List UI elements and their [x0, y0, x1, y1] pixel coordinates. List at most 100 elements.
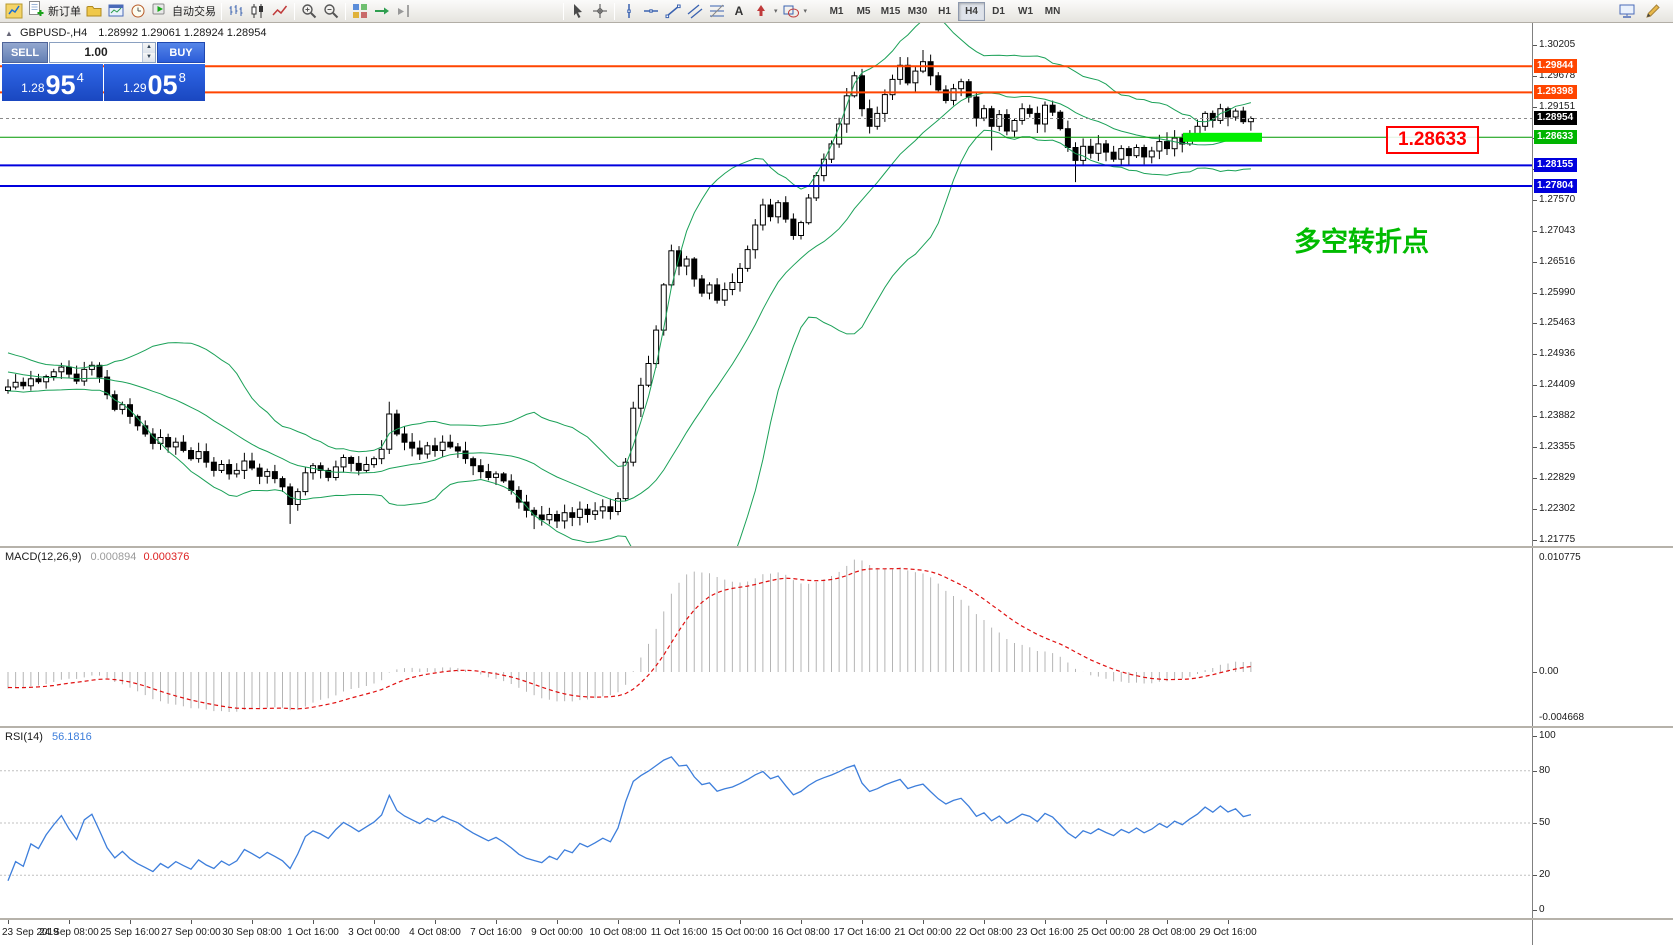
macd-canvas[interactable] — [0, 548, 1532, 726]
rsi-canvas[interactable] — [0, 728, 1532, 918]
rsi-panel[interactable]: RSI(14) 56.1816 — [0, 728, 1532, 918]
timeframe-d1-button[interactable]: D1 — [992, 5, 1005, 17]
crosshair-icon[interactable] — [589, 1, 611, 22]
price-tick-label: 1.29151 — [1539, 100, 1576, 112]
fibonacci-icon[interactable] — [706, 1, 728, 22]
main-chart-panel[interactable]: ▲ GBPUSD-,H4 1.28992 1.29061 1.28924 1.2… — [0, 23, 1532, 546]
rsi-axis-label: 50 — [1539, 817, 1551, 828]
price-tick-label: 1.30205 — [1539, 39, 1576, 50]
collapse-panel-icon[interactable]: ▲ — [5, 29, 13, 38]
timeframe-mn-button[interactable]: MN — [1044, 5, 1061, 17]
profiles-icon[interactable] — [83, 1, 105, 22]
price-tick-mark — [1533, 75, 1537, 77]
price-tick-mark — [1533, 385, 1537, 387]
panel-separator[interactable] — [0, 546, 1673, 548]
price-tick-mark — [1533, 106, 1537, 108]
chart-title: ▲ GBPUSD-,H4 1.28992 1.29061 1.28924 1.2… — [5, 27, 267, 39]
panel-separator[interactable] — [0, 726, 1673, 728]
time-tick-mark — [130, 920, 131, 924]
zoom-in-icon[interactable] — [298, 1, 320, 22]
price-chart-canvas[interactable] — [0, 23, 1532, 546]
time-tick-mark — [1228, 920, 1229, 924]
charts-window-icon[interactable] — [105, 1, 127, 22]
time-tick-mark — [191, 920, 192, 924]
time-axis-label: 28 Oct 08:00 — [1138, 927, 1196, 938]
time-axis-label: 16 Oct 08:00 — [772, 927, 830, 938]
dropdown-icon[interactable]: ▾ — [803, 8, 808, 15]
time-axis-label: 21 Oct 00:00 — [894, 927, 952, 938]
time-tick-mark — [496, 920, 497, 924]
auto-scroll-icon[interactable] — [371, 1, 393, 22]
volume-input[interactable]: 1.00 ▲ ▼ — [49, 42, 156, 63]
price-tick-mark — [1533, 45, 1537, 46]
toolbar-separator — [294, 2, 295, 20]
bar-chart-icon[interactable] — [225, 1, 247, 22]
candlestick-chart-icon[interactable] — [247, 1, 269, 22]
macd-panel[interactable]: MACD(12,26,9) 0.000894 0.000376 — [0, 548, 1532, 726]
time-tick-mark — [618, 920, 619, 924]
time-tick-mark — [923, 920, 924, 924]
buy-price-small: 1.29 — [123, 81, 147, 95]
macd-header: MACD(12,26,9) 0.000894 0.000376 — [5, 551, 189, 563]
sell-price-sup: 4 — [76, 70, 84, 85]
new-order-button[interactable]: 新订单 — [25, 0, 83, 22]
time-tick-mark — [374, 920, 375, 924]
volume-decrease-button[interactable]: ▼ — [143, 52, 155, 62]
timeframe-h1-button[interactable]: H1 — [938, 5, 951, 17]
macd-signal-value: 0.000376 — [143, 551, 190, 563]
text-tool-icon[interactable]: A — [728, 1, 750, 22]
panel-separator[interactable] — [0, 918, 1673, 920]
time-axis-label: 1 Oct 16:00 — [287, 927, 339, 938]
timeframe-m30-button[interactable]: M30 — [907, 5, 928, 17]
dropdown-icon[interactable]: ▾ — [774, 8, 778, 15]
price-level-label: 1.28155 — [1534, 158, 1578, 173]
time-axis-label: 17 Oct 16:00 — [833, 927, 891, 938]
line-chart-icon[interactable] — [269, 1, 291, 22]
sell-price-display[interactable]: 1.28 95 4 — [2, 64, 103, 101]
time-tick-mark — [740, 920, 741, 924]
time-axis[interactable]: 23 Sep 2019 24 Sep 08:00 25 Sep 16:00 27 Se… — [0, 920, 1532, 945]
time-tick-mark — [557, 920, 558, 924]
time-axis-label: 24 Sep 08:00 — [39, 927, 99, 938]
price-tick-mark — [1533, 261, 1537, 263]
time-axis-label: 25 Sep 16:00 — [100, 927, 160, 938]
channel-icon[interactable] — [684, 1, 706, 22]
time-axis-label: 15 Oct 00:00 — [711, 927, 769, 938]
buy-button[interactable]: BUY — [157, 42, 205, 63]
volume-increase-button[interactable]: ▲ — [143, 43, 155, 53]
macd-label: MACD(12,26,9) — [5, 551, 82, 563]
arrow-tool-icon[interactable]: ▾ — [750, 1, 780, 22]
horizontal-line-icon[interactable] — [640, 1, 662, 22]
price-tick-mark — [1533, 323, 1537, 325]
trendline-icon[interactable] — [662, 1, 684, 22]
zoom-out-icon[interactable] — [320, 1, 342, 22]
shapes-tool-icon[interactable]: ▾ — [780, 1, 810, 22]
cursor-icon[interactable] — [567, 1, 589, 22]
timeframe-w1-button[interactable]: W1 — [1018, 5, 1034, 17]
timeframe-m5-button[interactable]: M5 — [856, 5, 871, 17]
edit-pencil-icon[interactable] — [1642, 1, 1664, 22]
price-tick-label: 1.24936 — [1539, 348, 1576, 360]
price-tick-label: 1.25463 — [1539, 317, 1576, 329]
vertical-line-icon[interactable] — [618, 1, 640, 22]
sell-price-big: 95 — [45, 70, 76, 100]
buy-price-display[interactable]: 1.29 05 8 — [104, 64, 205, 101]
vps-monitor-icon[interactable] — [1616, 1, 1638, 22]
ohlc-values: 1.28992 1.29061 1.28924 1.28954 — [98, 27, 267, 39]
price-axis[interactable]: 1.302051.296781.291511.286241.280971.275… — [1532, 23, 1673, 945]
chart-shift-icon[interactable] — [393, 1, 415, 22]
rsi-axis-label: 0 — [1539, 904, 1545, 915]
tile-windows-icon[interactable] — [349, 1, 371, 22]
timeframe-m1-button[interactable]: M1 — [829, 5, 844, 17]
price-tick-mark — [1533, 540, 1537, 541]
timeframe-h4-button[interactable]: H4 — [958, 1, 986, 21]
rsi-axis-mark — [1533, 823, 1537, 824]
alerts-icon[interactable] — [127, 1, 149, 22]
autotrading-button[interactable]: 自动交易 — [149, 1, 218, 22]
sell-button[interactable]: SELL — [2, 42, 48, 63]
volume-value[interactable]: 1.00 — [84, 45, 108, 59]
timeframe-m15-button[interactable]: M15 — [880, 5, 901, 17]
time-tick-mark — [313, 920, 314, 924]
time-axis-label: 23 Sep 2019 — [2, 927, 59, 938]
time-axis-label: 22 Oct 08:00 — [955, 927, 1013, 938]
